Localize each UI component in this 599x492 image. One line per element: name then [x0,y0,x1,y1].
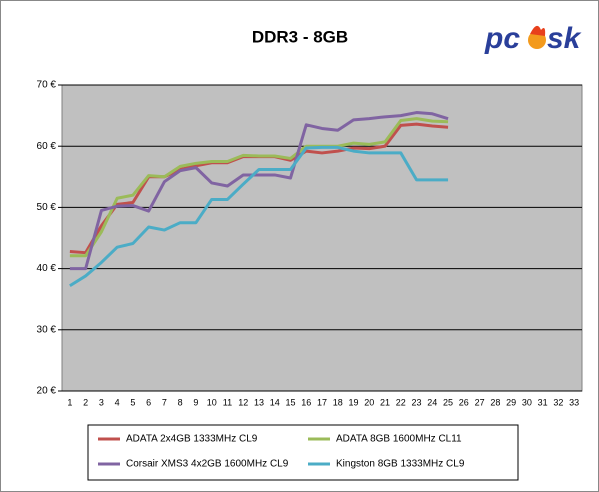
y-tick-label: 70 € [37,80,57,91]
legend-label: ADATA 2x4GB 1333MHz CL9 [126,434,258,445]
series-line [69,117,449,258]
plot-area [61,84,583,392]
legend-label: ADATA 8GB 1600MHz CL11 [336,434,462,445]
x-tick-label: 27 [475,397,485,407]
x-tick-label: 6 [146,397,151,407]
x-tick-label: 20 [364,397,374,407]
x-tick-label: 21 [380,397,390,407]
legend-label: Kingston 8GB 1333MHz CL9 [336,459,465,470]
x-tick-label: 1 [67,397,72,407]
x-tick-label: 9 [193,397,198,407]
y-tick-label: 60 € [37,141,57,152]
x-tick-label: 25 [443,397,453,407]
x-tick-label: 16 [301,397,311,407]
x-tick-label: 26 [459,397,469,407]
x-tick-label: 7 [162,397,167,407]
x-tick-label: 10 [207,397,217,407]
logo: pc sk [484,22,582,55]
x-tick-label: 14 [270,397,280,407]
x-tick-label: 24 [427,397,437,407]
x-tick-label: 31 [538,397,548,407]
x-tick-label: 18 [333,397,343,407]
x-tick-label: 29 [506,397,516,407]
x-tick-label: 15 [285,397,295,407]
x-tick-label: 17 [317,397,327,407]
x-tick-label: 23 [412,397,422,407]
y-tick-label: 50 € [37,202,57,213]
x-tick-label: 3 [99,397,104,407]
logo-flame-top [530,25,546,36]
x-tick-label: 11 [223,397,232,407]
x-tick-label: 22 [396,397,406,407]
legend-box [87,424,519,481]
chart-title: DDR3 - 8GB [252,27,348,46]
x-tick-label: 28 [490,397,500,407]
logo-left: pc [484,22,520,55]
x-tick-label: 5 [130,397,135,407]
x-tick-label: 8 [178,397,183,407]
x-tick-label: 19 [349,397,359,407]
x-tick-label: 32 [553,397,563,407]
series-line [69,145,449,288]
legend-label: Corsair XMS3 4x2GB 1600MHz CL9 [126,459,289,470]
y-tick-label: 40 € [37,263,57,274]
x-tick-label: 13 [254,397,264,407]
x-tick-label: 33 [569,397,579,407]
y-tick-label: 30 € [37,324,57,335]
x-tick-label: 30 [522,397,532,407]
x-tick-label: 12 [238,397,248,407]
series-line [69,111,449,271]
x-tick-label: 4 [115,397,120,407]
y-tick-label: 20 € [37,386,57,397]
x-tick-label: 2 [83,397,88,407]
logo-right: sk [547,22,582,55]
